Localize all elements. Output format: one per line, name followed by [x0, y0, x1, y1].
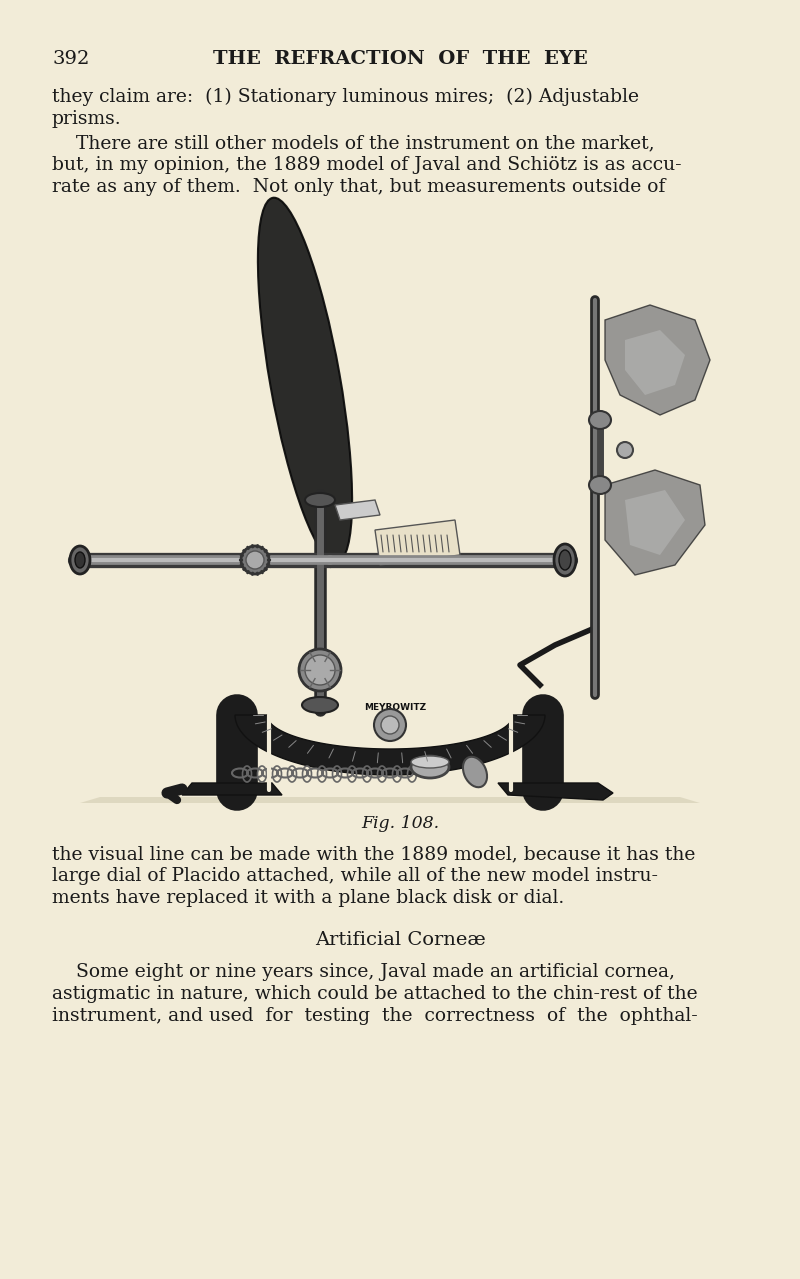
Polygon shape — [605, 469, 705, 576]
Text: prisms.: prisms. — [52, 110, 122, 128]
Polygon shape — [80, 797, 700, 803]
Ellipse shape — [589, 411, 611, 428]
Polygon shape — [375, 521, 460, 565]
Ellipse shape — [241, 546, 269, 574]
Polygon shape — [182, 783, 282, 796]
Ellipse shape — [381, 716, 399, 734]
Text: Fig. 108.: Fig. 108. — [361, 815, 439, 833]
Text: instrument, and used  for  testing  the  correctness  of  the  ophthal-: instrument, and used for testing the cor… — [52, 1007, 698, 1024]
Text: the visual line can be made with the 1889 model, because it has the: the visual line can be made with the 188… — [52, 845, 695, 863]
Ellipse shape — [258, 198, 352, 563]
Text: ments have replaced it with a plane black disk or dial.: ments have replaced it with a plane blac… — [52, 889, 564, 907]
Text: THE  REFRACTION  OF  THE  EYE: THE REFRACTION OF THE EYE — [213, 50, 587, 68]
Ellipse shape — [554, 544, 576, 576]
Text: MEYROWITZ: MEYROWITZ — [364, 702, 426, 711]
Text: rate as any of them.  Not only that, but measurements outside of: rate as any of them. Not only that, but … — [52, 178, 666, 196]
Polygon shape — [235, 715, 545, 775]
Ellipse shape — [299, 648, 341, 691]
Text: they claim are:  (1) Stationary luminous mires;  (2) Adjustable: they claim are: (1) Stationary luminous … — [52, 88, 639, 106]
Text: but, in my opinion, the 1889 model of Javal and Schiötz is as accu-: but, in my opinion, the 1889 model of Ja… — [52, 156, 682, 174]
Polygon shape — [335, 500, 380, 521]
Polygon shape — [605, 304, 710, 414]
Ellipse shape — [374, 709, 406, 741]
Ellipse shape — [75, 553, 85, 568]
Ellipse shape — [70, 546, 90, 574]
Text: 392: 392 — [52, 50, 90, 68]
Ellipse shape — [305, 492, 335, 506]
Text: Some eight or nine years since, Javal made an artificial cornea,: Some eight or nine years since, Javal ma… — [52, 963, 675, 981]
Polygon shape — [625, 490, 685, 555]
Ellipse shape — [559, 550, 571, 570]
Ellipse shape — [617, 443, 633, 458]
Polygon shape — [498, 783, 613, 799]
Ellipse shape — [411, 756, 449, 767]
Text: Artificial Corneæ: Artificial Corneæ — [314, 931, 486, 949]
Ellipse shape — [463, 757, 487, 788]
Text: There are still other models of the instrument on the market,: There are still other models of the inst… — [52, 134, 654, 152]
Ellipse shape — [305, 655, 335, 686]
Ellipse shape — [302, 697, 338, 712]
Text: astigmatic in nature, which could be attached to the chin-rest of the: astigmatic in nature, which could be att… — [52, 985, 698, 1003]
Ellipse shape — [411, 756, 449, 778]
Polygon shape — [625, 330, 685, 395]
Text: large dial of Placido attached, while all of the new model instru-: large dial of Placido attached, while al… — [52, 867, 658, 885]
Ellipse shape — [246, 551, 264, 569]
Ellipse shape — [589, 476, 611, 494]
